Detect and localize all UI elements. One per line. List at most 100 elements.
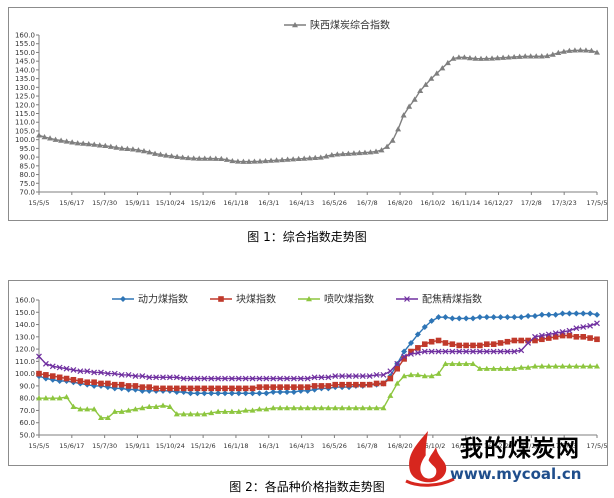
- chart1-y-tick-label: 90.0: [19, 154, 35, 162]
- chart1-series-1-point: [163, 152, 170, 158]
- chart1-series-1-point: [168, 153, 175, 159]
- chart2-series-2-point: [263, 384, 270, 390]
- chart2-series-2-point: [49, 373, 56, 379]
- chart2-series-4-point: [263, 375, 270, 382]
- chart2-series-2-point: [70, 376, 77, 383]
- chart2-series-2-point: [153, 385, 159, 392]
- chart2-series-4-point: [70, 367, 77, 373]
- chart2-series-2-point: [77, 378, 84, 384]
- chart1-series-1-point: [505, 54, 512, 60]
- chart1-series-1-point: [312, 154, 319, 161]
- chart1-x-tick-label: 16/10/2: [420, 199, 445, 207]
- chart2-series-2-point: [277, 384, 283, 390]
- chart2-series-2-point: [373, 380, 380, 387]
- chart-composite-index-svg: 160.0155.0150.0145.0140.0135.0130.0125.0…: [15, 19, 608, 208]
- chart2-series-3-point: [311, 405, 318, 411]
- chart2-series-2-point: [539, 336, 545, 343]
- chart2-series-4-point: [449, 348, 456, 355]
- chart2-series-1-point: [559, 310, 566, 317]
- chart2-x-tick-label: 16/1/18: [223, 442, 248, 450]
- chart1-y-tick-label: 100.0: [15, 136, 35, 144]
- chart2-series-2-point: [194, 385, 201, 392]
- chart2-series-3-point: [497, 365, 504, 371]
- chart2-series-1-point: [290, 389, 297, 396]
- chart2-series-4-point: [42, 360, 49, 367]
- chart1-series-1-point: [406, 103, 413, 109]
- chart2-series-3-point: [552, 363, 559, 369]
- chart1-series-1-point: [594, 49, 600, 55]
- chart2-series-2-point: [435, 337, 442, 344]
- chart2-series-2-point: [180, 385, 187, 392]
- chart1-y-tick-label: 135.0: [15, 75, 35, 83]
- chart1-series-1-point: [522, 53, 529, 59]
- chart1-y-tick-label: 70.0: [19, 189, 35, 197]
- chart2-series-4-point: [511, 348, 518, 355]
- chart1-series-1-point: [428, 75, 435, 81]
- chart2-series-2-point: [594, 336, 600, 343]
- chart1-series-1-point: [444, 59, 451, 66]
- chart1-series-1-point: [345, 150, 352, 156]
- chart1-series-1-point: [577, 47, 584, 53]
- chart1-x-tick-label: 17/5/5: [587, 199, 607, 207]
- chart1-y-tick-label: 110.0: [15, 119, 35, 127]
- chart1-series-1-point: [240, 158, 247, 164]
- chart2-x-tick-label: 15/5/5: [29, 442, 50, 450]
- chart1-x-tick-label: 16/4/13: [289, 199, 314, 207]
- chart1-y-tick-label: 125.0: [15, 93, 35, 101]
- chart1-series-1-point: [273, 157, 280, 163]
- chart2-series-3-point: [208, 409, 215, 416]
- chart2-legend-label-3: 喷吹煤指数: [324, 293, 374, 306]
- chart1-series-1-point: [373, 148, 380, 154]
- chart1-series-1-point: [500, 54, 507, 60]
- chart1-series-1-point: [185, 154, 192, 161]
- chart2-series-4-point: [63, 365, 70, 372]
- chart2-series-2-point: [201, 385, 208, 392]
- chart2-series-2-point: [229, 385, 235, 392]
- chart2-series-1-point: [139, 387, 146, 394]
- chart1-series-1-point: [549, 51, 556, 57]
- chart2-y-tick-label: 120.0: [15, 346, 35, 354]
- chart2-series-2-point: [483, 341, 490, 347]
- chart2-series-1-point: [222, 390, 228, 397]
- chart2-series-1-point: [215, 390, 222, 397]
- chart2-series-1-point: [449, 315, 456, 322]
- chart2-series-3-point: [332, 405, 339, 411]
- chart2-series-1-point: [442, 314, 449, 321]
- chart2-series-4-point: [222, 375, 228, 382]
- chart1-series-1-point: [538, 53, 545, 59]
- chart1-series-1-point: [494, 55, 501, 61]
- chart1-y-tick-label: 130.0: [15, 84, 35, 92]
- chart2-series-4-point: [373, 371, 380, 378]
- chart2-series-3-point: [518, 364, 525, 370]
- chart2-series-3-point: [401, 373, 408, 379]
- chart2-series-1-point: [538, 311, 545, 318]
- chart2-series-4-point: [132, 373, 139, 380]
- chart2-series-1-point: [525, 312, 532, 319]
- chart2-series-1-point: [552, 311, 559, 318]
- chart1-x-tick-label: 16/8/20: [388, 199, 413, 207]
- chart1-series-1-point: [118, 145, 125, 151]
- chart2-x-tick-label: 17/2/8: [521, 442, 542, 450]
- chart1-series-1-point: [350, 150, 357, 156]
- chart1-series-1-point: [384, 143, 391, 149]
- chart2-series-4-point: [56, 364, 63, 371]
- chart1-series-1-point: [334, 151, 341, 157]
- chart1-series-1-point: [268, 157, 275, 163]
- chart1-x-tick-label: 15/5/5: [29, 199, 50, 207]
- chart2-series-3-point: [421, 373, 428, 379]
- chart2-series-3-point: [470, 360, 476, 367]
- chart2-series-line-1: [38, 312, 598, 395]
- chart1-series-1-point: [361, 149, 368, 155]
- chart2-series-2-point: [291, 384, 297, 390]
- chart2-x-tick-label: 15/6/17: [59, 442, 84, 450]
- chart1-series-1-point: [483, 55, 490, 61]
- chart2-series-1-point: [414, 331, 421, 338]
- chart2-series-1-point: [580, 310, 587, 317]
- chart1-series-1-point: [140, 148, 147, 154]
- chart2-series-2-point: [318, 383, 325, 389]
- chart2-series-4-point: [470, 348, 476, 355]
- chart2-series-1-point: [235, 390, 242, 397]
- chart2-series-4-point: [160, 374, 166, 381]
- chart1-series-1-point: [516, 53, 523, 59]
- chart2-series-1-point: [566, 310, 573, 317]
